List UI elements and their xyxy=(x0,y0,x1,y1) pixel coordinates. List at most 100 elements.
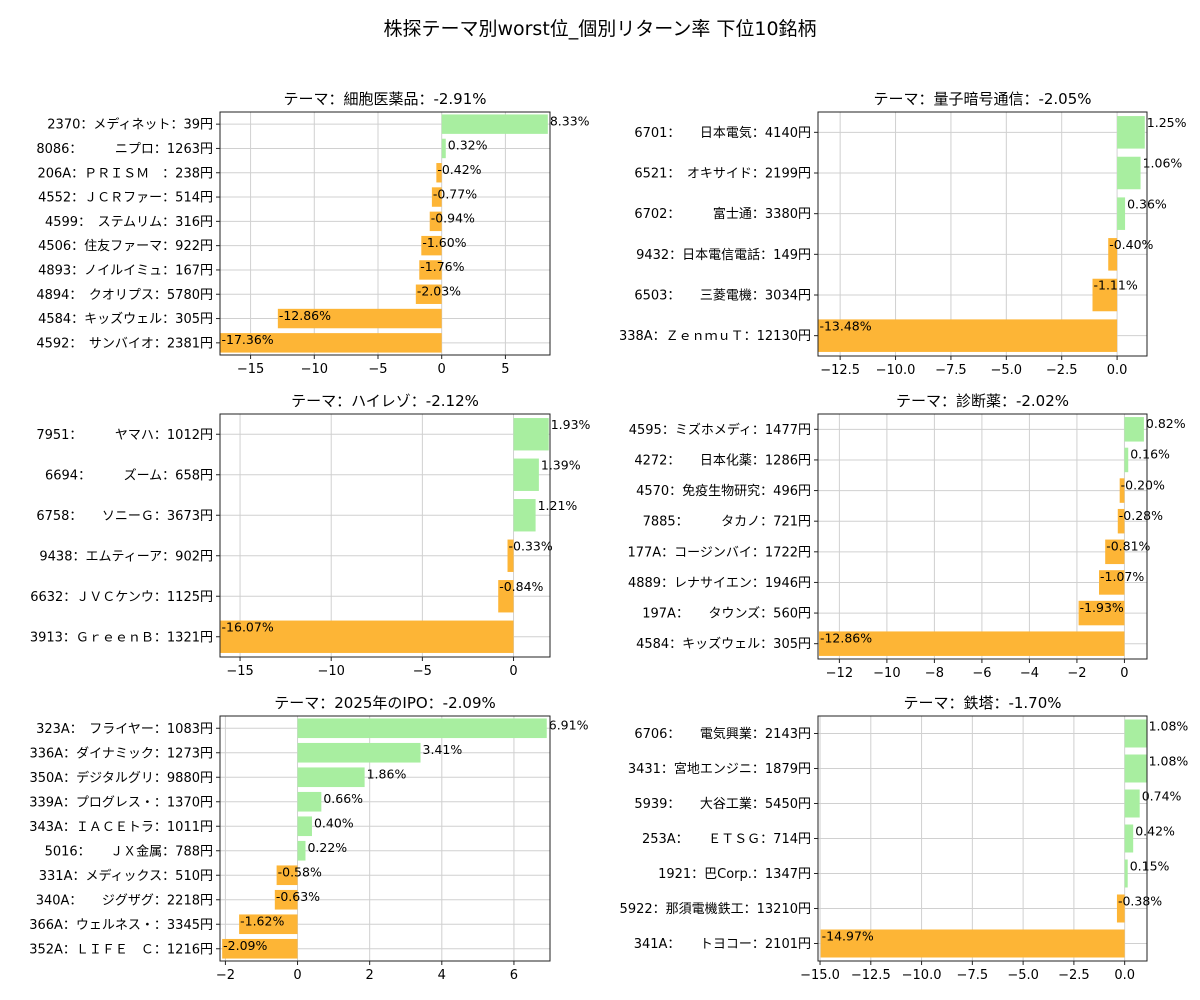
value-label: -1.93% xyxy=(1080,600,1124,615)
panel-title: テーマ：量子暗号通信：-2.05% xyxy=(873,90,1091,108)
x-tick-label: −2 xyxy=(1067,666,1086,681)
x-tick-label: −8 xyxy=(925,666,944,681)
x-tick-label: −15 xyxy=(226,664,253,679)
value-label: -0.33% xyxy=(509,539,553,554)
y-tick-label: 4889：レナサイエン：1946円 xyxy=(628,576,811,591)
bar xyxy=(276,865,298,886)
value-label: -12.86% xyxy=(820,630,872,645)
value-label: -17.36% xyxy=(222,332,274,347)
y-tick-label: 1921：巴Corp.：1347円 xyxy=(658,867,811,882)
figure-title: 株探テーマ別worst位_個別リターン率 下位10銘柄 xyxy=(383,18,817,40)
value-label: 1.06% xyxy=(1143,156,1183,171)
value-label: -0.81% xyxy=(1106,539,1150,554)
y-tick-label: 6758： ソニーＧ：3673円 xyxy=(36,509,213,524)
bar xyxy=(1099,570,1125,595)
value-label: -1.62% xyxy=(240,913,284,928)
value-label: -1.11% xyxy=(1093,278,1137,293)
y-tick-label: 352A：ＬＩＦＥ Ｃ：1216円 xyxy=(29,942,213,957)
value-label: 0.82% xyxy=(1146,416,1186,431)
panel-title: テーマ：診断薬：-2.02% xyxy=(896,392,1069,410)
x-tick-label: −5 xyxy=(368,362,387,377)
value-label: 0.15% xyxy=(1130,859,1170,874)
bar xyxy=(220,620,514,653)
x-tick-label: −12.5 xyxy=(820,363,860,378)
x-tick-label: 6 xyxy=(510,968,518,983)
panel-title: テーマ：ハイレゾ：-2.12% xyxy=(291,392,479,410)
bar xyxy=(436,163,442,183)
value-label: 0.22% xyxy=(307,840,347,855)
x-tick-label: −7.5 xyxy=(957,968,989,983)
x-tick-label: −2.5 xyxy=(1058,968,1090,983)
bar xyxy=(820,929,1125,958)
plot-frame xyxy=(219,413,551,658)
bar xyxy=(421,235,442,256)
value-label: 1.25% xyxy=(1147,115,1187,130)
value-label: 3.41% xyxy=(423,742,463,757)
bar xyxy=(818,631,1125,656)
y-tick-label: 6701： 日本電気：4140円 xyxy=(634,125,811,141)
y-tick-label: 5922：那須電機鉄工：13210円 xyxy=(620,902,811,917)
plot-frame xyxy=(817,111,1148,357)
y-tick-label: 338A：ＺｅｎｍｕＴ：12130円 xyxy=(619,329,811,344)
y-tick-label: 340A： ジグザグ：2218円 xyxy=(36,893,213,908)
y-tick-label: 5016： ＪＸ金属：788円 xyxy=(45,843,213,859)
y-tick-label: 331A：メディックス：510円 xyxy=(39,868,213,884)
bar xyxy=(222,938,298,959)
bar xyxy=(419,260,442,280)
value-label: -0.58% xyxy=(278,864,322,879)
value-label: -14.97% xyxy=(822,929,874,944)
y-tick-label: 2370：メディネット：39円 xyxy=(47,117,213,133)
bar xyxy=(277,308,442,329)
y-tick-label: 4272： 日本化薬：1286円 xyxy=(634,453,811,468)
chart-panel: 0.82% 0.16% -0.20% -0.28% -0.81% -1.07% -1.93%… xyxy=(627,392,1185,681)
bar xyxy=(297,718,547,739)
y-tick-label: 6521： オキサイド：2199円 xyxy=(634,167,811,182)
value-label: -1.76% xyxy=(420,259,464,274)
chart-panel: 8.33% 0.32% -0.42% -0.77% -0.94% -1.60% -1.76%… xyxy=(36,90,589,377)
y-tick-label: 253A： ＥＴＳＧ：714円 xyxy=(642,832,811,847)
bar xyxy=(429,211,442,232)
bar xyxy=(297,791,322,812)
x-tick-label: −5 xyxy=(413,664,432,679)
bar xyxy=(1108,238,1118,271)
bar xyxy=(1117,197,1126,230)
panel-title: テーマ：2025年のIPO：-2.09% xyxy=(274,694,496,712)
y-tick-label: 4592： サンバイオ：2381円 xyxy=(36,336,213,351)
chart-panel: 6.91% 3.41% 1.86% 0.66% 0.40% 0.22% -0.58% -0.6… xyxy=(29,694,588,983)
bar xyxy=(1124,417,1144,442)
value-label: 0.74% xyxy=(1142,789,1182,804)
value-label: -12.86% xyxy=(279,308,331,323)
value-label: -0.28% xyxy=(1119,508,1163,523)
value-label: -0.40% xyxy=(1109,237,1153,252)
x-tick-label: −10 xyxy=(317,664,344,679)
plot-frame xyxy=(817,413,1148,660)
y-tick-label: 350A：デジタルグリ：9880円 xyxy=(29,770,213,786)
y-tick-label: 8086： ニプロ：1263円 xyxy=(36,142,213,157)
y-tick-label: 4584：キッズウェル：305円 xyxy=(38,311,213,327)
value-label: 1.39% xyxy=(541,458,581,473)
bar xyxy=(297,816,312,837)
y-tick-label: 336A：ダイナミック：1273円 xyxy=(29,746,213,761)
bar xyxy=(1124,447,1129,473)
bar xyxy=(1105,539,1125,565)
bar xyxy=(1124,824,1134,853)
x-tick-label: −10 xyxy=(301,362,328,377)
bar xyxy=(1119,478,1125,503)
y-tick-label: 6702： 富士通：3380円 xyxy=(634,206,811,222)
x-tick-label: 0.0 xyxy=(1107,363,1128,378)
x-tick-label: −10.0 xyxy=(876,363,916,378)
bar xyxy=(415,284,442,304)
bar xyxy=(297,840,306,861)
value-label: 1.08% xyxy=(1149,754,1189,769)
value-label: -2.09% xyxy=(223,938,267,953)
y-tick-label: 6632：ＪＶＣケンウ：1125円 xyxy=(30,590,213,605)
plot-frame xyxy=(219,715,551,962)
y-tick-label: 3431：宮地エンジニ：1879円 xyxy=(628,761,811,777)
value-label: -0.94% xyxy=(431,211,475,226)
value-label: 1.08% xyxy=(1149,719,1189,734)
x-tick-label: −2 xyxy=(216,968,235,983)
y-tick-label: 6694： ズーム：658円 xyxy=(45,467,213,483)
bar xyxy=(1117,116,1145,149)
x-tick-label: −5.0 xyxy=(991,363,1023,378)
x-tick-label: −15 xyxy=(237,362,264,377)
